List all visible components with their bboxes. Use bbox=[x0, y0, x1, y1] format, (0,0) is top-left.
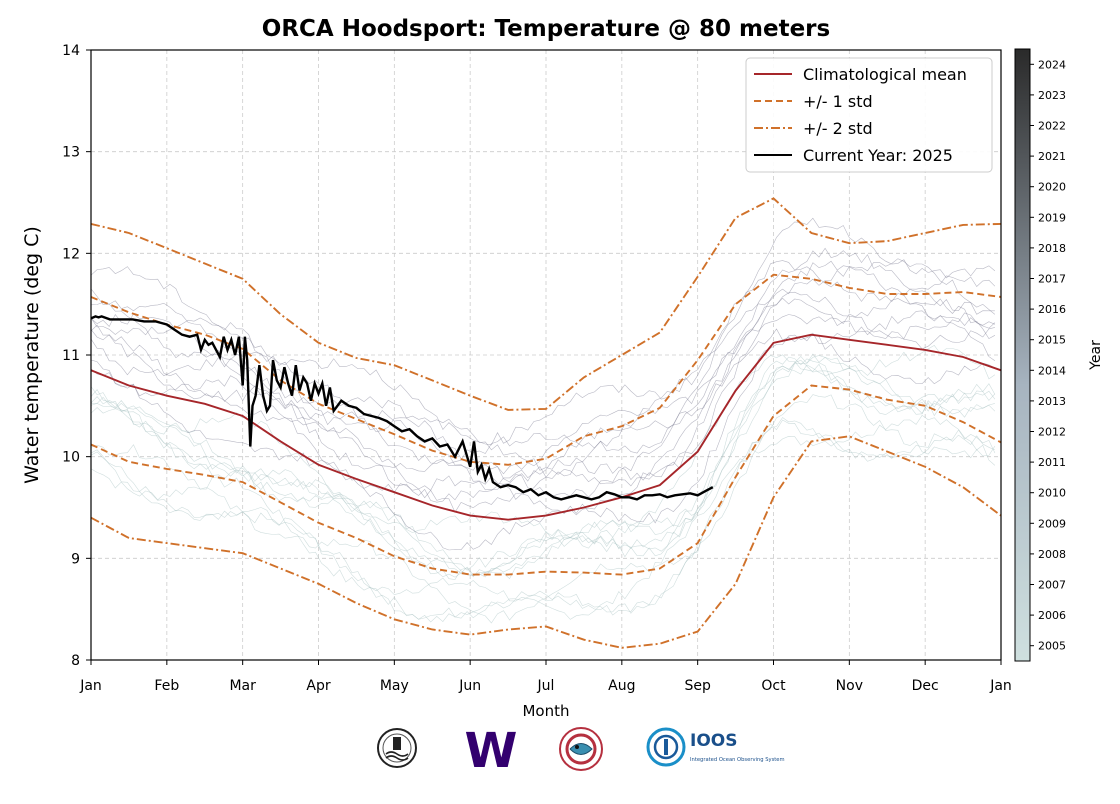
x-axis-label: Month bbox=[522, 702, 569, 720]
ioos-logo: IOOS Integrated Ocean Observing System bbox=[646, 727, 785, 767]
series-line-2-std-3 bbox=[90, 197, 1002, 411]
x-tick-label: Jun bbox=[458, 678, 481, 694]
series-line-climatological-mean-0 bbox=[90, 333, 1002, 521]
historical-year-trace bbox=[90, 217, 996, 446]
colorbar-tick-label: 2023 bbox=[1038, 89, 1066, 102]
historical-year-trace bbox=[90, 419, 996, 620]
uw-w-logo: W bbox=[465, 723, 518, 779]
historical-year-trace bbox=[90, 359, 996, 578]
colorbar-tick-label: 2013 bbox=[1038, 395, 1066, 408]
nanoos-seal-logo bbox=[377, 728, 417, 768]
historical-year-trace bbox=[90, 258, 996, 471]
y-tick-label: 12 bbox=[62, 246, 80, 262]
y-tick-label: 11 bbox=[62, 348, 80, 364]
y-tick-label: 14 bbox=[62, 43, 80, 59]
legend-box bbox=[745, 57, 993, 173]
colorbar-label: Year bbox=[1088, 340, 1104, 371]
colorbar-tick-label: 2009 bbox=[1038, 517, 1066, 530]
colorbar-tick-label: 2021 bbox=[1038, 150, 1066, 163]
historical-year-trace bbox=[90, 353, 995, 578]
x-tick-label: Jul bbox=[537, 678, 555, 694]
historical-years-background bbox=[90, 217, 996, 624]
historical-year-trace bbox=[90, 364, 996, 580]
historical-year-trace bbox=[90, 356, 996, 571]
colorbar-tick-label: 2005 bbox=[1038, 640, 1066, 653]
logo-row: W IOOS Integrated Ocean Observing System bbox=[377, 723, 785, 779]
chart-title: ORCA Hoodsport: Temperature @ 80 meters bbox=[262, 16, 830, 42]
series-line-std-band-4 bbox=[90, 435, 1002, 649]
historical-year-trace bbox=[90, 260, 996, 464]
colorbar-tick-label: 2016 bbox=[1038, 303, 1066, 316]
colorbar-tick-label: 2014 bbox=[1038, 364, 1066, 377]
x-tick-label: Feb bbox=[154, 678, 179, 694]
y-tick-label: 10 bbox=[62, 450, 80, 466]
legend: Climatological mean +/- 1 std +/- 2 std Cur… bbox=[745, 57, 993, 173]
legend-label: Current Year: 2025 bbox=[803, 146, 953, 165]
y-tick-label: 8 bbox=[71, 653, 80, 669]
legend-label: +/- 2 std bbox=[803, 119, 873, 138]
historical-year-trace bbox=[90, 291, 995, 513]
y-axis-label: Water temperature (deg C) bbox=[21, 226, 43, 484]
historical-year-trace bbox=[90, 334, 996, 551]
colorbar: 2005 2006 2007 2008 2009 2010 2011 2012 2013 2014… bbox=[1014, 48, 1066, 662]
colorbar-tick-label: 2022 bbox=[1038, 120, 1066, 133]
x-tick-label: Sep bbox=[684, 678, 711, 694]
x-tick-label: Mar bbox=[229, 678, 256, 694]
x-tick-label: Dec bbox=[912, 678, 939, 694]
colorbar-tick-label: 2015 bbox=[1038, 334, 1066, 347]
tribal-emblem-logo bbox=[559, 727, 603, 771]
series-line-std-band-2 bbox=[90, 384, 1002, 576]
colorbar-tick-label: 2024 bbox=[1038, 58, 1066, 71]
y-tick-label: 13 bbox=[62, 145, 80, 161]
x-tick-label: Oct bbox=[761, 678, 786, 694]
series-line-1-std-1 bbox=[90, 273, 1002, 466]
x-tick-label: Nov bbox=[836, 678, 863, 694]
x-tick-label: Aug bbox=[608, 678, 635, 694]
colorbar-tick-label: 2012 bbox=[1038, 426, 1066, 439]
historical-year-trace bbox=[90, 260, 996, 485]
historical-year-trace bbox=[90, 355, 996, 580]
axis-ticks: Jan Feb Mar Apr May Jun Jul Aug Sep Oct Nov Dec Jan 8… bbox=[62, 43, 1012, 694]
colorbar-tick-label: 2006 bbox=[1038, 609, 1066, 622]
historical-year-trace bbox=[90, 247, 995, 475]
y-tick-label: 9 bbox=[71, 551, 80, 567]
colorbar-tick-label: 2010 bbox=[1038, 487, 1066, 500]
series-line-current-year-2025-5 bbox=[90, 315, 714, 501]
colorbar-tick-label: 2007 bbox=[1038, 579, 1066, 592]
x-tick-label: Jan bbox=[79, 678, 102, 694]
colorbar-bar bbox=[1014, 48, 1031, 662]
x-tick-label: May bbox=[380, 678, 409, 694]
colorbar-tick-label: 2020 bbox=[1038, 181, 1066, 194]
series-lines bbox=[90, 197, 1002, 649]
colorbar-tick-label: 2008 bbox=[1038, 548, 1066, 561]
colorbar-tick-label: 2017 bbox=[1038, 273, 1066, 286]
colorbar-tick-label: 2018 bbox=[1038, 242, 1066, 255]
svg-text:IOOS: IOOS bbox=[690, 731, 737, 751]
colorbar-tick-label: 2011 bbox=[1038, 456, 1066, 469]
colorbar-tick-label: 2019 bbox=[1038, 211, 1066, 224]
legend-label: Climatological mean bbox=[803, 65, 967, 84]
historical-year-trace bbox=[90, 345, 996, 544]
ioos-subtitle: Integrated Ocean Observing System bbox=[690, 757, 785, 763]
x-tick-label: Jan bbox=[989, 678, 1012, 694]
svg-text:W: W bbox=[465, 723, 518, 779]
historical-year-trace bbox=[90, 394, 996, 624]
historical-year-trace bbox=[90, 414, 996, 620]
historical-year-trace bbox=[90, 417, 996, 623]
legend-label: +/- 1 std bbox=[803, 92, 873, 111]
x-tick-label: Apr bbox=[306, 678, 330, 694]
